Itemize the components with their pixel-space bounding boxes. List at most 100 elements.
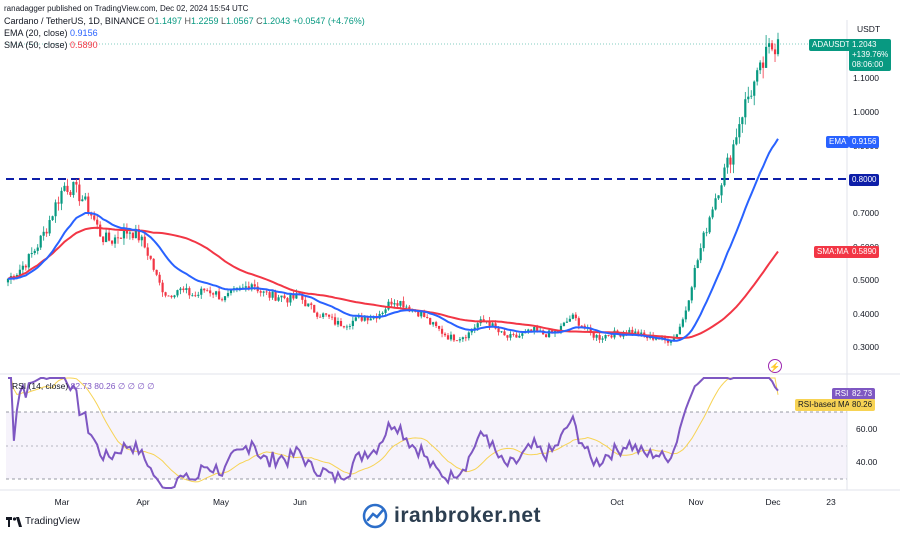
candle-body — [116, 237, 120, 239]
candle-body — [530, 329, 533, 332]
candle-body — [223, 296, 227, 301]
sma-tag: SMA:MA — [814, 246, 852, 258]
candle-body — [345, 326, 349, 328]
sma-legend[interactable]: SMA (50, close) 0.5890 — [4, 40, 98, 50]
candle-body — [206, 290, 209, 292]
candle-body — [170, 295, 173, 298]
price-tick-2: 1.0000 — [853, 107, 879, 117]
candle-body — [93, 215, 96, 220]
watermark: iranbroker.net — [362, 503, 541, 529]
last-price: 1.2043 — [852, 40, 877, 49]
rsi-legend-label: RSI (14, close) — [12, 381, 69, 391]
candle-body — [604, 335, 607, 339]
ohlc-close: 1.2043 — [262, 16, 291, 26]
candle-body — [33, 250, 36, 254]
candle-body — [634, 331, 637, 335]
candle-body — [767, 43, 771, 47]
currency-label[interactable]: USDT — [857, 24, 881, 34]
candle-body — [200, 288, 203, 295]
candle-body — [655, 338, 658, 340]
ema-price-tag: 0.9156 — [849, 136, 880, 148]
candle-body — [110, 240, 114, 244]
candle-body — [107, 232, 111, 241]
candle-body — [681, 319, 684, 327]
candle-body — [547, 330, 551, 338]
tradingview-logo[interactable]: TradingView — [6, 516, 80, 527]
candle-body — [417, 311, 420, 317]
candle-body — [432, 322, 435, 325]
candle-body — [325, 313, 328, 315]
candle-body — [30, 253, 33, 255]
candle-body — [268, 292, 271, 298]
price-tick-4: 0.7000 — [853, 208, 879, 218]
candle-body — [500, 331, 503, 333]
candle-body — [81, 199, 84, 202]
candle-body — [577, 318, 580, 326]
candle-body — [310, 303, 313, 305]
candle-body — [381, 312, 384, 314]
watermark-text: iranbroker.net — [394, 504, 542, 527]
candle-body — [366, 316, 369, 321]
candle-body — [545, 334, 548, 338]
candle-body — [518, 335, 521, 338]
candle-body — [628, 329, 631, 334]
candle-body — [182, 288, 185, 291]
ohlc-open: 1.1497 — [154, 16, 182, 26]
ohlc-change: +0.0547 (+4.76%) — [292, 16, 365, 26]
candle-body — [72, 181, 75, 196]
candle-body — [426, 317, 429, 318]
candle-body — [693, 267, 696, 288]
candle-body — [565, 321, 569, 323]
candle-body — [158, 274, 161, 283]
candle-body — [506, 335, 509, 338]
x-label-apr: Apr — [136, 497, 150, 507]
candle-body — [87, 196, 90, 214]
candle-body — [96, 219, 99, 225]
candle-body — [687, 300, 690, 311]
candle-body — [396, 303, 399, 306]
candle-body — [491, 323, 494, 327]
x-label-jun: Jun — [293, 497, 307, 507]
rsi-ma-tag: RSI-based MA — [795, 399, 854, 411]
flash-icon[interactable]: ⚡ — [768, 359, 782, 373]
rsi-legend-values: 82.73 80.26 ∅ ∅ ∅ ∅ — [70, 381, 155, 391]
candle-body — [405, 306, 408, 308]
candle-body — [720, 185, 723, 196]
symbol-name[interactable]: Cardano / TetherUS, 1D, BINANCE — [4, 16, 145, 26]
last-price-tag: 1.2043 +139.76% 08:06:00 — [849, 39, 892, 71]
candle-body — [402, 301, 405, 308]
ema-legend-value: 0.9156 — [70, 28, 98, 38]
ema-legend[interactable]: EMA (20, close) 0.9156 — [4, 28, 98, 38]
candle-body — [470, 330, 473, 333]
symbol-line: Cardano / TetherUS, 1D, BINANCE O1.1497 … — [4, 16, 365, 26]
rsi-tick-40: 40.00 — [856, 457, 878, 467]
rsi-legend[interactable]: RSI (14, close) 82.73 80.26 ∅ ∅ ∅ ∅ — [12, 381, 155, 392]
candle-body — [354, 317, 357, 321]
sma-legend-label: SMA (50, close) — [4, 40, 68, 50]
candle-body — [66, 185, 69, 192]
candle-body — [678, 326, 681, 335]
publisher-line: ranadagger published on TradingView.com,… — [4, 4, 248, 13]
candle-body — [274, 291, 277, 301]
candle-body — [42, 231, 45, 236]
candle-body — [601, 338, 604, 340]
candle-body — [226, 293, 230, 297]
candle-body — [69, 191, 72, 196]
candle-body — [316, 312, 319, 317]
ohlc-high: 1.2259 — [190, 16, 219, 26]
candle-body — [137, 229, 140, 241]
candle-body — [446, 335, 450, 340]
candle-body — [363, 316, 366, 321]
candle-body — [732, 144, 735, 165]
candle-body — [589, 327, 592, 333]
candle-body — [18, 269, 21, 275]
candle-body — [217, 291, 221, 300]
candle-body — [24, 265, 27, 268]
candle-body — [476, 323, 479, 328]
candle-body — [220, 299, 224, 301]
candle-body — [574, 314, 577, 319]
candle-body — [327, 314, 331, 317]
candle-body — [185, 288, 188, 291]
